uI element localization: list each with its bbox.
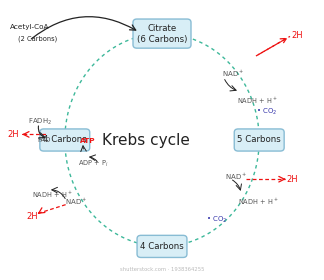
FancyBboxPatch shape [137,235,187,258]
Text: 4 Carbons: 4 Carbons [140,242,184,251]
FancyBboxPatch shape [133,19,191,48]
FancyBboxPatch shape [40,129,90,151]
Text: NADH + H$^+$: NADH + H$^+$ [32,190,73,200]
Text: FADH$_2$: FADH$_2$ [28,117,52,127]
Text: 2H: 2H [292,31,303,39]
Text: ATP: ATP [80,137,96,144]
Text: 2H: 2H [287,175,298,184]
Text: FAD: FAD [37,137,51,143]
FancyBboxPatch shape [234,129,284,151]
Text: Citrate
(6 Carbons): Citrate (6 Carbons) [137,24,187,44]
Text: NAD$^+$: NAD$^+$ [225,171,247,181]
Text: • CO$_2$: • CO$_2$ [206,215,227,225]
Text: Krebs cycle: Krebs cycle [102,132,190,148]
Text: 2H: 2H [27,212,38,221]
Text: 4 Carbons: 4 Carbons [43,136,87,144]
Text: (2 Carbons): (2 Carbons) [18,35,57,41]
Text: • CO$_2$: • CO$_2$ [256,107,277,117]
Text: ADP + P$_i$: ADP + P$_i$ [78,159,109,169]
Text: NAD$^+$: NAD$^+$ [222,69,244,79]
Text: NADH + H$^+$: NADH + H$^+$ [238,197,279,207]
Text: NADH + H$^+$: NADH + H$^+$ [237,95,277,106]
Text: Acetyl-CoA: Acetyl-CoA [10,24,50,30]
Text: 5 Carbons: 5 Carbons [237,136,281,144]
Text: 2H: 2H [7,130,19,139]
Text: shutterstock.com · 1938364255: shutterstock.com · 1938364255 [120,267,204,272]
Text: NAD$^+$: NAD$^+$ [65,197,87,207]
